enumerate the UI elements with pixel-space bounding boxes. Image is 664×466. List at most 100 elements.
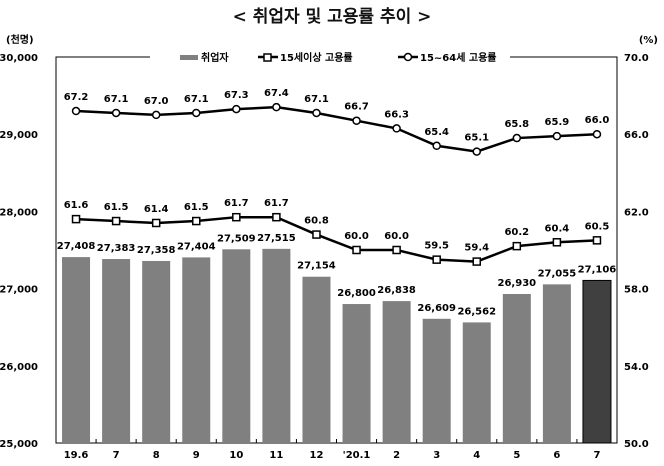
x-tick-label: 2 [393,450,400,461]
series-line [75,105,598,153]
bar [102,259,131,443]
circle-marker [192,108,201,118]
circle-marker [151,110,161,120]
x-tick-label: 7 [113,450,120,461]
line-value-label: 59.4 [464,243,489,254]
line-value-label: 67.1 [304,94,329,105]
right-tick-label: 70.0 [624,53,649,64]
circle-marker [232,104,241,114]
square-marker [111,216,121,226]
square-marker [312,230,321,239]
legend-square-marker [263,53,272,62]
chart-title: < 취업자 및 고용률 추이 > [232,7,432,27]
bar [542,284,571,443]
legend-label: 15~64세 고용률 [420,51,497,64]
bar-value-label: 26,800 [337,288,376,299]
right-tick-label: 54.0 [624,362,649,373]
bar-value-label: 27,383 [97,243,136,254]
bar [262,248,291,443]
series-line [75,215,598,263]
bar-value-label: 27,358 [137,245,176,256]
right-tick-label: 66.0 [624,130,649,141]
line-value-label: 66.7 [344,102,369,113]
bar [462,322,491,443]
x-tick-label: 19.6 [64,450,89,461]
left-tick-label: 26,000 [0,362,38,373]
bar [222,249,251,443]
line-value-label: 67.2 [64,92,89,103]
line-value-label: 59.5 [424,241,449,252]
square-marker [71,214,81,224]
legend-label: 취업자 [201,51,229,64]
line-value-label: 67.3 [224,90,249,101]
bar [142,260,171,443]
square-marker [392,245,401,255]
line-value-label: 60.0 [344,231,369,242]
line-value-label: 61.6 [64,200,89,211]
line-value-label: 61.7 [224,198,249,209]
x-tick-label: 5 [513,450,520,461]
square-marker [432,255,441,264]
line-value-label: 67.0 [144,96,169,107]
bar-value-label: 27,408 [57,241,96,252]
right-axis-unit: (%) [639,35,658,46]
legend-circle-marker [403,52,413,62]
bar-value-label: 27,154 [297,261,336,272]
square-marker [592,236,602,245]
line-value-label: 65.8 [504,119,529,130]
bar-value-label: 27,106 [578,264,617,275]
legend-bar-swatch [180,55,198,60]
x-tick-label: 11 [269,450,283,461]
x-tick-label: 12 [310,450,324,461]
line-value-label: 61.5 [104,202,129,213]
square-marker [552,238,562,247]
bar [302,276,331,443]
legend-label: 15세이상 고용률 [280,51,353,64]
bar-value-label: 27,055 [538,268,577,279]
square-marker [151,218,161,228]
circle-marker [472,147,481,156]
x-tick-label: 10 [229,450,243,461]
line-value-label: 60.8 [304,216,329,227]
right-tick-label: 62.0 [624,207,649,218]
bar [422,318,451,443]
circle-marker [552,131,562,141]
x-tick-label: '20.1 [343,450,371,461]
circle-marker [111,108,121,118]
left-tick-label: 29,000 [0,130,38,141]
x-tick-label: 3 [433,450,440,461]
square-marker [232,212,241,222]
line-value-label: 67.1 [104,94,129,105]
left-tick-label: 27,000 [0,285,38,296]
square-marker [272,212,281,222]
circle-marker [352,116,361,125]
line-value-label: 65.1 [464,133,489,144]
bar [62,257,91,443]
x-tick-label: 8 [153,450,160,461]
bar-value-label: 27,509 [217,233,256,244]
bar-value-label: 26,609 [417,303,456,314]
line-value-label: 66.0 [585,115,610,126]
line-value-label: 67.1 [184,94,209,105]
line-value-label: 61.5 [184,202,209,213]
line-value-label: 67.4 [264,88,289,99]
circle-marker [312,108,321,118]
x-tick-label: 6 [553,450,560,461]
bar [382,301,411,443]
bar-value-label: 26,930 [498,278,537,289]
bar [582,279,612,444]
right-tick-label: 50.0 [624,439,649,450]
bar-value-label: 26,838 [377,285,416,296]
circle-marker [432,141,441,151]
circle-marker [512,133,522,143]
right-tick-label: 58.0 [624,285,649,296]
square-marker [352,245,361,255]
line-value-label: 61.7 [264,198,289,209]
bar-value-label: 26,562 [457,306,496,317]
line-value-label: 61.4 [144,204,169,215]
bar-value-label: 27,404 [177,241,216,252]
square-marker [192,216,201,226]
bar [182,257,211,443]
circle-marker [592,129,602,139]
circle-marker [392,124,401,133]
